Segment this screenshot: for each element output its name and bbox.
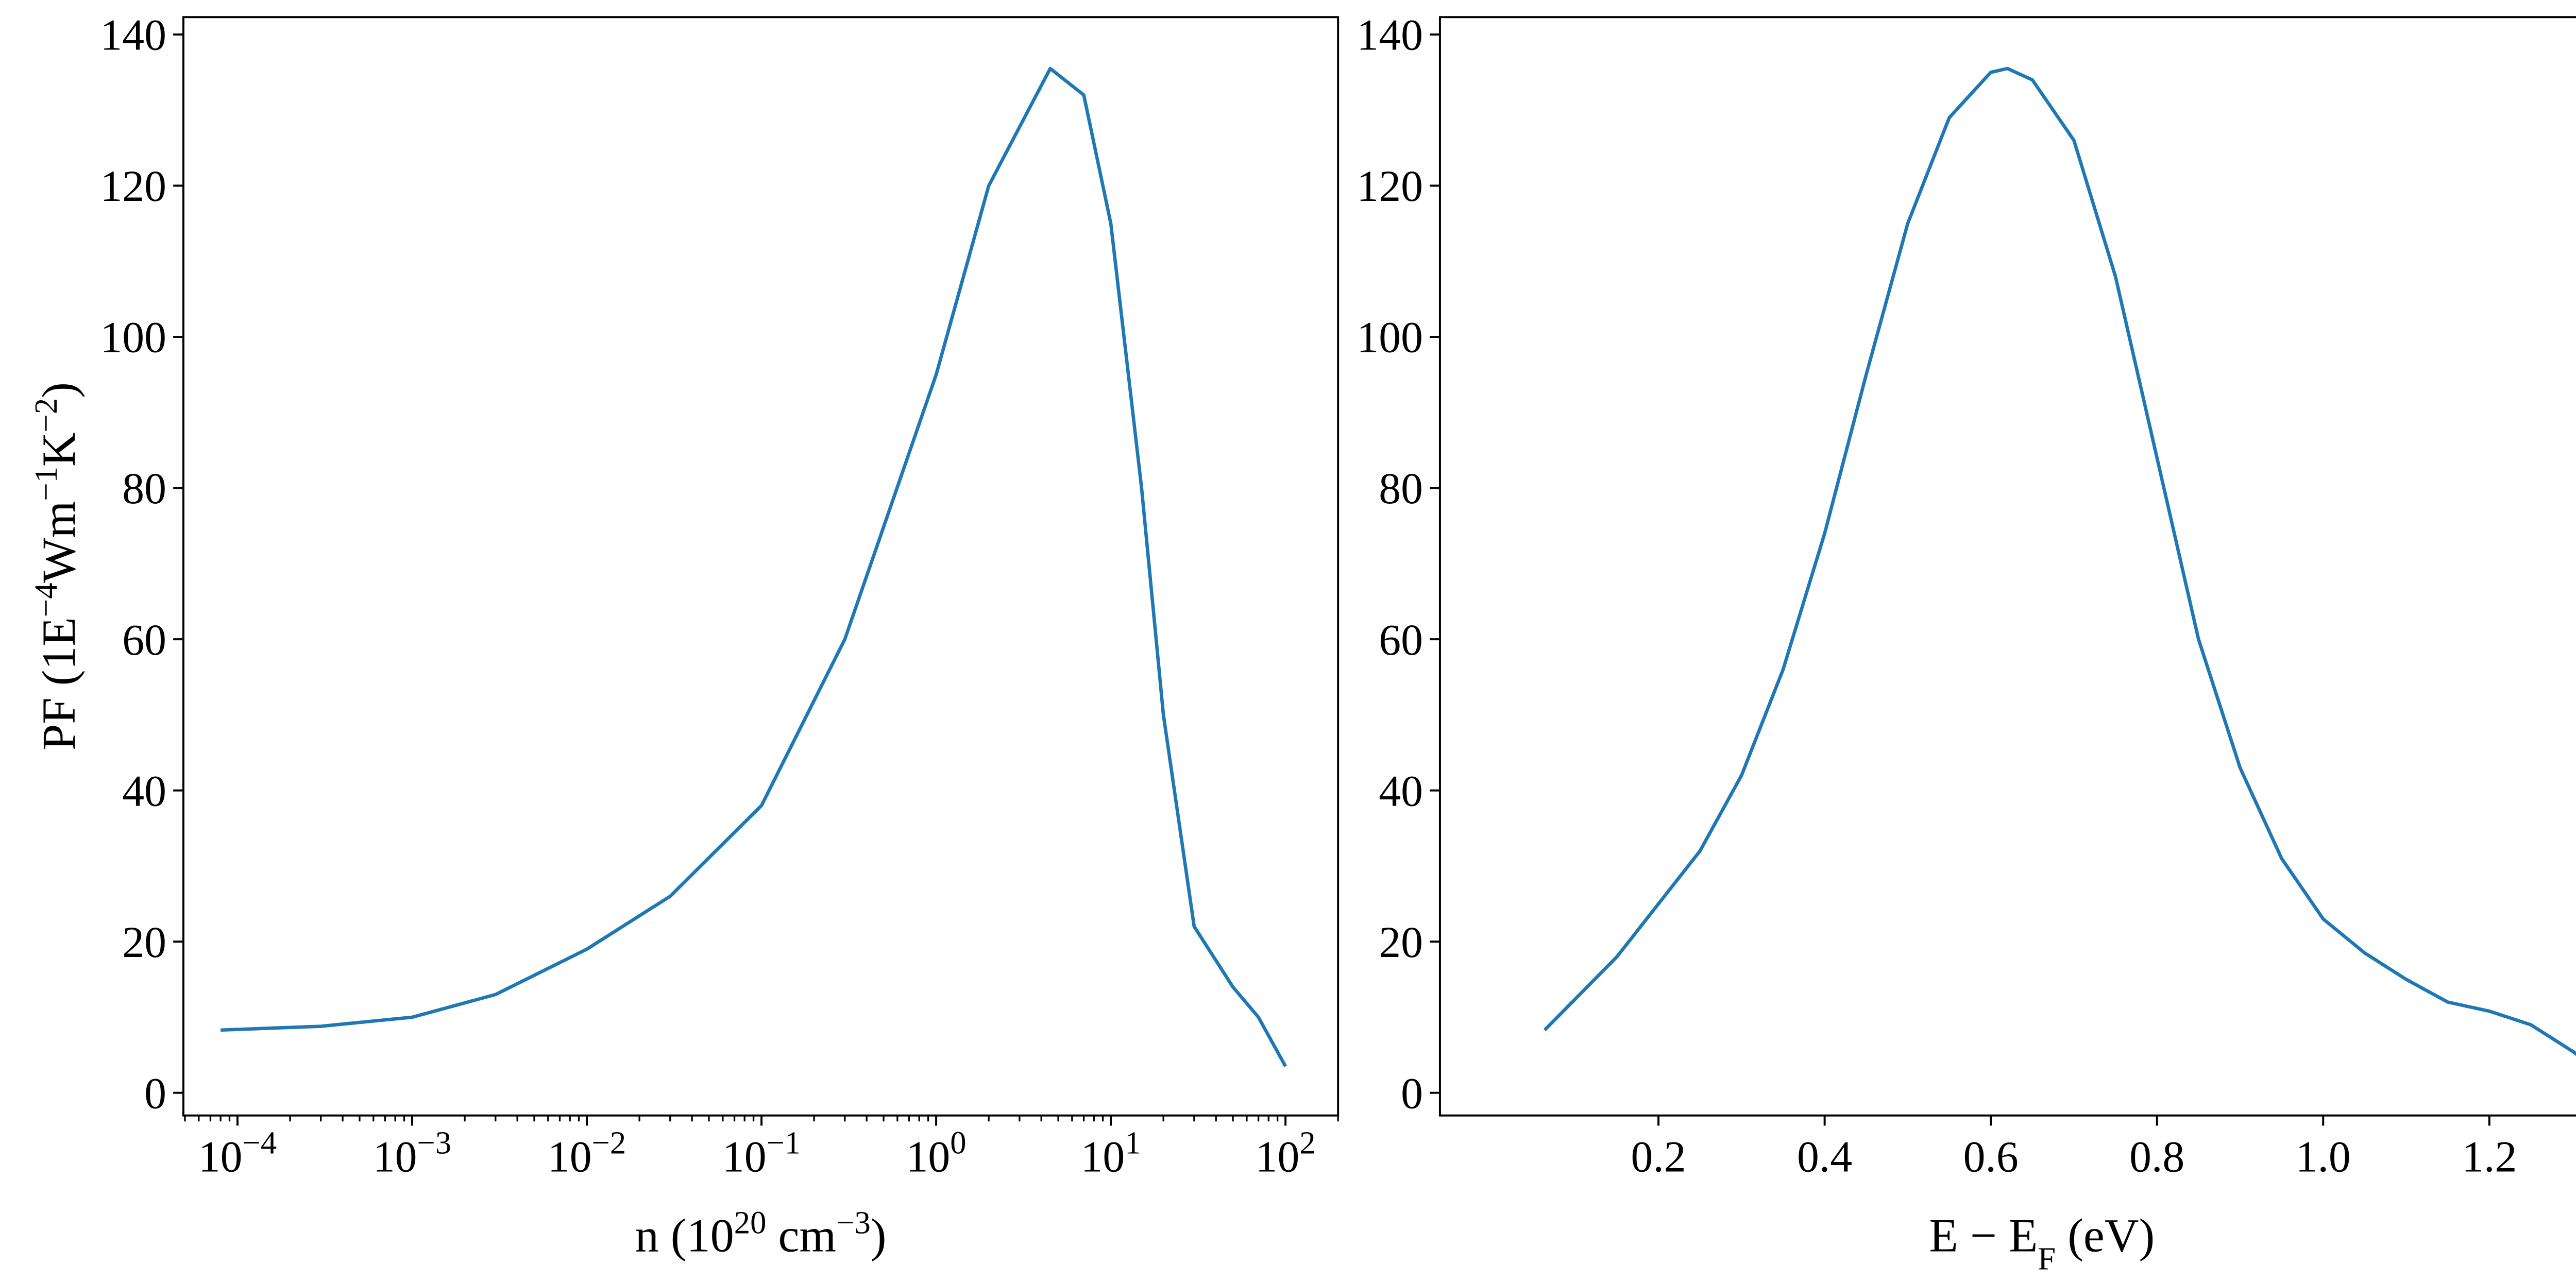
label-part: −3: [836, 1204, 871, 1240]
label-part: PF (1E: [32, 617, 85, 750]
label-part: (eV): [2056, 1209, 2155, 1261]
y-tick-label: 120: [1357, 162, 1423, 211]
y-tick-label: 60: [1379, 616, 1423, 664]
tick-base: 10: [198, 1132, 243, 1181]
x-tick-label: 0.8: [2129, 1132, 2184, 1181]
label-part: ): [32, 382, 85, 398]
tick-base: 10: [1081, 1132, 1125, 1181]
tick-base: 10: [548, 1132, 592, 1181]
x-axis-label: n (1020 cm−3): [635, 1204, 887, 1261]
y-tick-label: 100: [100, 313, 166, 362]
y-tick-label: 0: [144, 1069, 166, 1118]
tick-exponent: 1: [1125, 1124, 1141, 1160]
y-tick-label: 60: [122, 616, 166, 664]
label-part: 20: [734, 1204, 767, 1240]
x-tick-label: 0.4: [1797, 1132, 1852, 1181]
tick-exponent: 2: [1299, 1124, 1315, 1160]
label-part: −2: [28, 398, 64, 433]
x-tick-label: 10−2: [548, 1124, 626, 1181]
x-tick-label: 10−3: [373, 1124, 451, 1181]
y-tick-label: 40: [1379, 766, 1423, 815]
y-tick-label: 20: [122, 918, 166, 967]
y-tick-label: 80: [1379, 464, 1423, 513]
plot-frame: [1438, 16, 2576, 1117]
tick-exponent: 0: [950, 1124, 966, 1160]
tick-base: 10: [373, 1132, 417, 1181]
y-tick-label: 120: [100, 162, 166, 211]
x-tick-label: 0.6: [1963, 1132, 2019, 1181]
y-tick-label: 140: [1357, 11, 1423, 60]
y-tick-label: 140: [100, 11, 166, 60]
plot-frame: [182, 16, 1340, 1117]
label-part: K: [32, 432, 85, 467]
tick-exponent: −2: [592, 1124, 626, 1160]
x-tick-label: 1.2: [2462, 1132, 2517, 1181]
x-tick-label: 100: [906, 1124, 967, 1181]
x-axis-label: E − EF (eV): [1929, 1209, 2155, 1276]
label-part: F: [2038, 1240, 2056, 1276]
tick-base: 10: [906, 1132, 951, 1181]
x-tick-label: 101: [1081, 1124, 1141, 1181]
y-tick-label: 100: [1357, 313, 1423, 362]
label-part: E − E: [1929, 1209, 2038, 1261]
tick-exponent: −3: [417, 1124, 452, 1160]
x-tick-label: 10−1: [722, 1124, 801, 1181]
x-tick-label: 1.0: [2296, 1132, 2351, 1181]
label-part: −4: [28, 583, 64, 617]
y-tick-label: 20: [1379, 918, 1423, 967]
tick-exponent: −1: [767, 1124, 801, 1160]
data-line: [221, 66, 1287, 1067]
tick-base: 10: [722, 1132, 767, 1181]
data-line: [1543, 66, 2576, 1056]
x-tick-label: 102: [1256, 1124, 1316, 1181]
tick-exponent: −4: [243, 1124, 277, 1160]
x-tick-label: 10−4: [198, 1124, 277, 1181]
label-part: ): [871, 1209, 887, 1261]
label-part: −1: [28, 467, 64, 501]
y-tick-label: 80: [122, 464, 166, 513]
y-tick-label: 40: [122, 766, 166, 815]
label-part: n (10: [635, 1209, 734, 1261]
y-tick-label: 0: [1401, 1069, 1423, 1118]
x-tick-label: 0.2: [1631, 1132, 1686, 1181]
label-part: cm: [766, 1209, 836, 1261]
label-part: Wm: [32, 501, 85, 583]
tick-base: 10: [1256, 1132, 1300, 1181]
y-axis-label: PF (1E−4Wm−1K−2): [28, 382, 85, 750]
